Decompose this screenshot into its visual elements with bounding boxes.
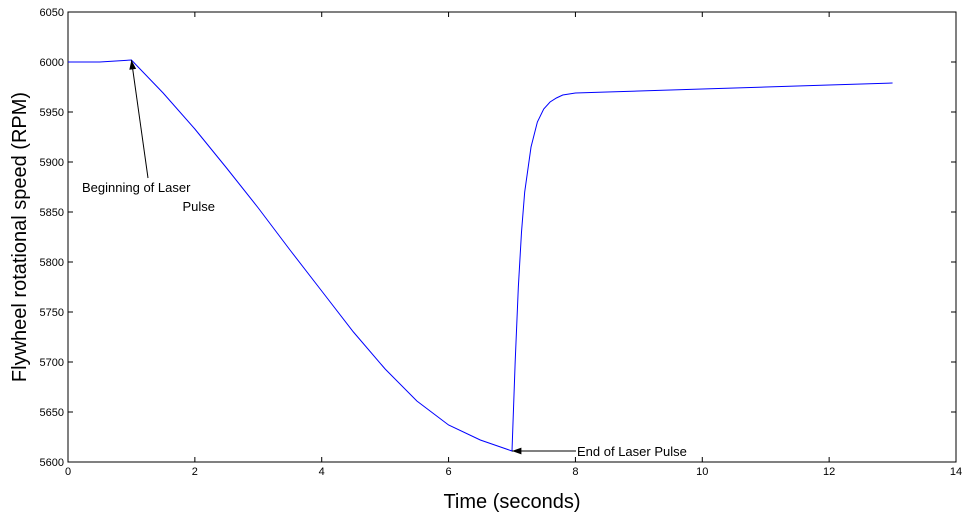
axis-ticks	[67, 11, 957, 463]
annotation-beginning-line2: Pulse	[182, 199, 215, 214]
tick-labels: 0 2 4 6 8 10 12 14 5600 5650 5700 5750 5800 5850 5900 5…	[40, 7, 963, 478]
x-tick-label: 10	[696, 466, 708, 478]
annotation-arrow-beginning	[130, 59, 149, 179]
x-tick-label: 2	[192, 466, 198, 478]
y-tick-label: 5850	[40, 207, 64, 219]
annotation-end-line1: End of Laser Pulse	[577, 444, 687, 459]
y-tick-label: 6000	[40, 57, 64, 69]
y-tick-label: 6050	[40, 7, 64, 19]
plot-area	[67, 11, 957, 463]
y-tick-label: 5600	[40, 457, 64, 469]
y-tick-label: 5950	[40, 107, 64, 119]
annotation-arrowhead	[512, 447, 522, 455]
y-tick-label: 5750	[40, 307, 64, 319]
x-tick-label: 6	[446, 466, 452, 478]
x-axis-label: Time (seconds)	[443, 491, 580, 513]
annotation-arrowhead	[129, 60, 137, 70]
x-tick-label: 12	[823, 466, 835, 478]
y-tick-label: 5900	[40, 157, 64, 169]
y-tick-label: 5800	[40, 257, 64, 269]
y-tick-label: 5700	[40, 357, 64, 369]
annotations: Beginning of Laser Pulse End of Laser Puls…	[82, 59, 687, 459]
annotation-beginning-line1: Beginning of Laser	[82, 180, 191, 195]
x-tick-label: 4	[319, 466, 325, 478]
y-axis-label: Flywheel rotational speed (RPM)	[9, 92, 31, 382]
y-tick-label: 5650	[40, 407, 64, 419]
x-tick-label: 14	[950, 466, 962, 478]
x-tick-label: 8	[572, 466, 578, 478]
x-tick-label: 0	[65, 466, 71, 478]
series-line-flywheel-speed	[68, 59, 893, 452]
